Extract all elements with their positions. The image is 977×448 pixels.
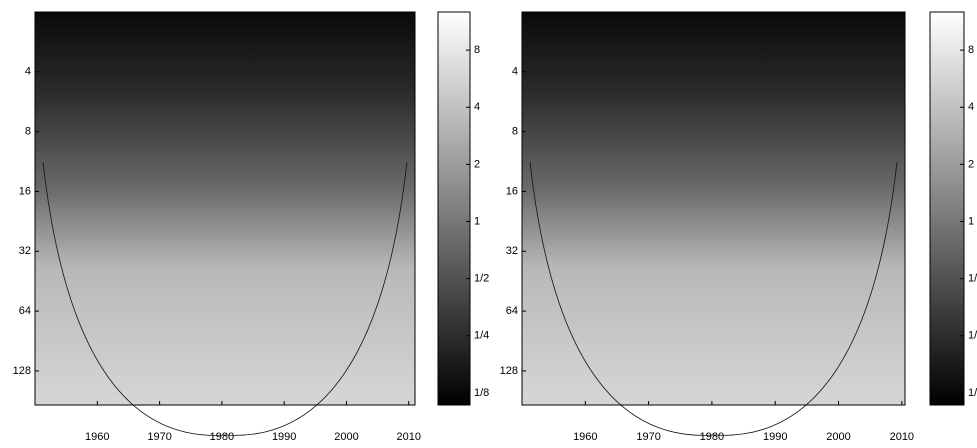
x-tick-label: 1980 <box>700 431 724 443</box>
x-tick-label: 2000 <box>826 431 850 443</box>
x-tick-label: 1960 <box>85 431 109 443</box>
colorbar-tick-label: 1/4 <box>474 330 489 342</box>
plot-area <box>34 11 416 406</box>
x-tick-label: 2010 <box>890 431 914 443</box>
y-tick-label: 16 <box>506 185 518 197</box>
y-tick-label: 32 <box>506 245 518 257</box>
colorbar <box>437 11 471 406</box>
y-tick-label: 32 <box>19 245 31 257</box>
colorbar <box>929 11 965 406</box>
y-tick-label: 4 <box>512 66 518 78</box>
frame <box>521 11 906 406</box>
y-tick-label: 128 <box>500 365 518 377</box>
colorbar-tick-label: 1/2 <box>968 273 977 285</box>
x-tick-label: 2010 <box>397 431 421 443</box>
x-tick-label: 1980 <box>210 431 234 443</box>
cone-of-influence <box>42 161 408 436</box>
colorbar-tick-label: 1/8 <box>968 387 977 399</box>
x-tick-label: 2000 <box>334 431 358 443</box>
x-tick-label: 1990 <box>763 431 787 443</box>
frame <box>34 11 416 406</box>
y-tick-label: 16 <box>19 185 31 197</box>
colorbar-tick-label: 1 <box>474 215 480 227</box>
plot-area <box>521 11 906 406</box>
colorbar-tick-label: 2 <box>474 158 480 170</box>
colorbar-tick-label: 1/8 <box>474 387 489 399</box>
y-tick-label: 4 <box>25 66 31 78</box>
y-tick-label: 8 <box>25 126 31 138</box>
y-tick-label: 128 <box>13 365 31 377</box>
colorbar-tick-label: 4 <box>968 101 974 113</box>
colorbar-tick-label: 1 <box>968 215 974 227</box>
colorbar-tick-label: 4 <box>474 101 480 113</box>
cone-of-influence <box>529 161 898 436</box>
y-tick-label: 8 <box>512 126 518 138</box>
y-tick-label: 64 <box>506 305 518 317</box>
x-tick-label: 1970 <box>147 431 171 443</box>
colorbar-tick-label: 1/4 <box>968 330 977 342</box>
colorbar-tick-label: 1/2 <box>474 273 489 285</box>
colorbar-tick-label: 8 <box>968 44 974 56</box>
x-tick-label: 1990 <box>272 431 296 443</box>
x-tick-label: 1970 <box>636 431 660 443</box>
colorbar-tick-label: 8 <box>474 44 480 56</box>
y-tick-label: 64 <box>19 305 31 317</box>
x-tick-label: 1960 <box>573 431 597 443</box>
colorbar-tick-label: 2 <box>968 158 974 170</box>
